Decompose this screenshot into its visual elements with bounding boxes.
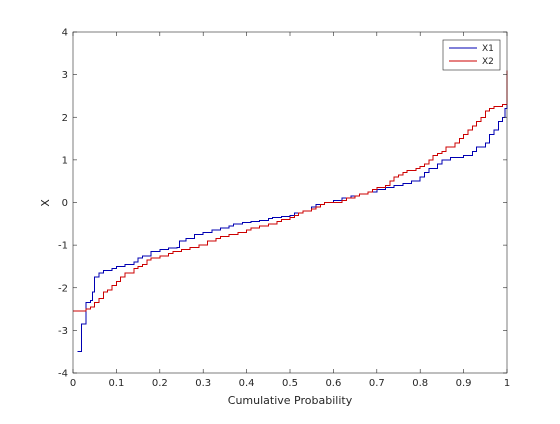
y-tick-label: -1 xyxy=(58,241,68,252)
x-axis-label: Cumulative Probability xyxy=(228,394,353,407)
y-axis-ticks: -4 -3 -2 -1 0 1 2 3 4 xyxy=(58,28,507,380)
y-tick-label: 0 xyxy=(62,198,68,209)
x-tick-label: 0 xyxy=(70,378,76,389)
x-tick-label: 0.3 xyxy=(195,378,211,389)
series-line-x1 xyxy=(77,104,508,353)
legend-label-x1: X1 xyxy=(482,44,494,54)
y-tick-label: -4 xyxy=(58,369,68,380)
x-tick-label: 0.7 xyxy=(369,378,385,389)
y-tick-label: -2 xyxy=(58,283,68,294)
y-tick-label: 3 xyxy=(62,70,68,81)
x-axis-ticks: 0 0.1 0.2 0.3 0.4 0.5 0.6 0.7 0.8 0.9 1 xyxy=(70,32,510,389)
x-tick-label: 0.2 xyxy=(152,378,168,389)
y-tick-label: 1 xyxy=(62,155,68,166)
series-layer xyxy=(73,70,508,353)
legend-box xyxy=(442,39,501,71)
x-tick-label: 0.9 xyxy=(456,378,472,389)
legend-label-x2: X2 xyxy=(482,57,494,67)
x-tick-label: 0.4 xyxy=(239,378,255,389)
y-axis-label: X xyxy=(39,199,52,207)
x-tick-label: 0.1 xyxy=(108,378,124,389)
x-tick-label: 0.5 xyxy=(282,378,298,389)
y-tick-label: -3 xyxy=(58,326,68,337)
series-line-x2 xyxy=(73,70,508,312)
x-tick-label: 0.8 xyxy=(412,378,428,389)
plot-area-background xyxy=(73,32,507,373)
y-tick-label: 2 xyxy=(62,113,68,124)
x-tick-label: 1 xyxy=(504,378,510,389)
legend: X1 X2 xyxy=(442,39,501,71)
y-tick-label: 4 xyxy=(62,28,68,39)
x-tick-label: 0.6 xyxy=(325,378,341,389)
